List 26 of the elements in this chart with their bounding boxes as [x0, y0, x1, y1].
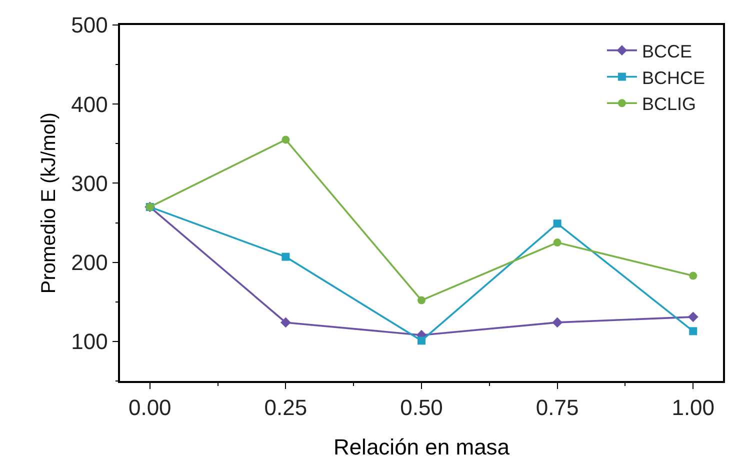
point	[688, 312, 698, 322]
point	[689, 327, 698, 336]
x-tick-label: 1.00	[672, 395, 715, 420]
x-tick-label: 0.25	[264, 395, 308, 420]
y-tick-label: 300	[71, 170, 108, 196]
y-tick-label: 500	[71, 12, 108, 38]
point	[689, 272, 698, 280]
point	[282, 252, 290, 261]
legend-label: BCLIG	[642, 94, 696, 114]
legend-label: BCHCE	[642, 68, 705, 88]
point	[553, 238, 562, 247]
point	[418, 336, 426, 345]
y-tick-label: 200	[71, 250, 108, 276]
point	[282, 136, 290, 144]
legend-label: BCCE	[642, 41, 692, 62]
point	[418, 296, 426, 304]
y-tick-label: 100	[71, 329, 108, 354]
x-axis-title: Relación en masa	[333, 434, 510, 460]
y-axis-title: Promedio E (kJ/mol)	[38, 112, 60, 294]
y-tick-label: 400	[71, 92, 108, 117]
x-tick-label: 0.50	[400, 395, 443, 420]
x-tick-label: 0.00	[128, 395, 172, 420]
point	[552, 317, 563, 328]
x-tick-label: 0.75	[536, 395, 579, 420]
point	[553, 220, 562, 228]
point	[280, 317, 291, 328]
